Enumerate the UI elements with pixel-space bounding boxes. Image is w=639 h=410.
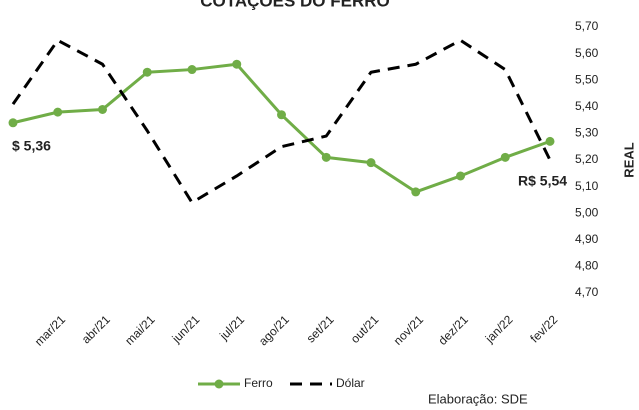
annotation: R$ 5,54 — [518, 173, 567, 189]
legend-marker — [214, 379, 224, 389]
point — [53, 107, 63, 117]
point — [456, 171, 465, 181]
y-tick-label: 5,40 — [575, 99, 599, 113]
point — [142, 67, 152, 77]
y-tick-label: 5,50 — [575, 72, 599, 86]
x-tick-label: out/21 — [348, 312, 382, 346]
x-tick-label: mar/21 — [32, 312, 69, 349]
y-tick-label: 5,20 — [575, 152, 599, 166]
point — [545, 136, 555, 146]
x-tick-label: jun/21 — [169, 312, 203, 346]
point — [8, 118, 18, 128]
y-tick-label: 4,80 — [575, 259, 599, 273]
y-tick-label: 5,10 — [575, 179, 599, 193]
x-tick-label: abr/21 — [79, 312, 113, 346]
legend-label: Ferro — [244, 376, 273, 390]
x-tick-label: nov/21 — [391, 312, 427, 348]
annotation: $ 5,36 — [12, 138, 51, 154]
x-tick-label: fev/22 — [527, 312, 560, 345]
y-tick-label: 4,90 — [575, 232, 599, 246]
point — [366, 158, 376, 168]
y-tick-label: 5,60 — [575, 46, 599, 60]
x-tick-label: jul/21 — [216, 312, 247, 343]
chart-title: COTAÇÕES DO FERRO — [200, 0, 390, 10]
point — [187, 65, 197, 75]
point — [98, 104, 107, 114]
y-tick-label: 5,00 — [575, 205, 599, 219]
x-tick-label: jan/22 — [482, 312, 516, 346]
point — [277, 110, 286, 120]
point — [232, 59, 242, 69]
series-line — [11, 38, 552, 205]
source: Elaboração: SDE — [428, 391, 528, 406]
x-tick-label: ago/21 — [256, 312, 292, 348]
point — [321, 152, 331, 162]
y-tick-label: 5,70 — [575, 19, 599, 33]
x-tick-label: mai/21 — [122, 312, 158, 348]
y-tick-label: 4,70 — [575, 285, 599, 299]
point — [500, 152, 510, 162]
x-tick-label: set/21 — [304, 312, 337, 345]
x-tick-label: dez/21 — [435, 312, 471, 348]
point — [411, 187, 421, 197]
series-line — [12, 62, 551, 194]
y-axis-label: REAL — [621, 142, 636, 177]
y-tick-label: 5,30 — [575, 126, 599, 140]
legend-label: Dólar — [336, 376, 365, 390]
